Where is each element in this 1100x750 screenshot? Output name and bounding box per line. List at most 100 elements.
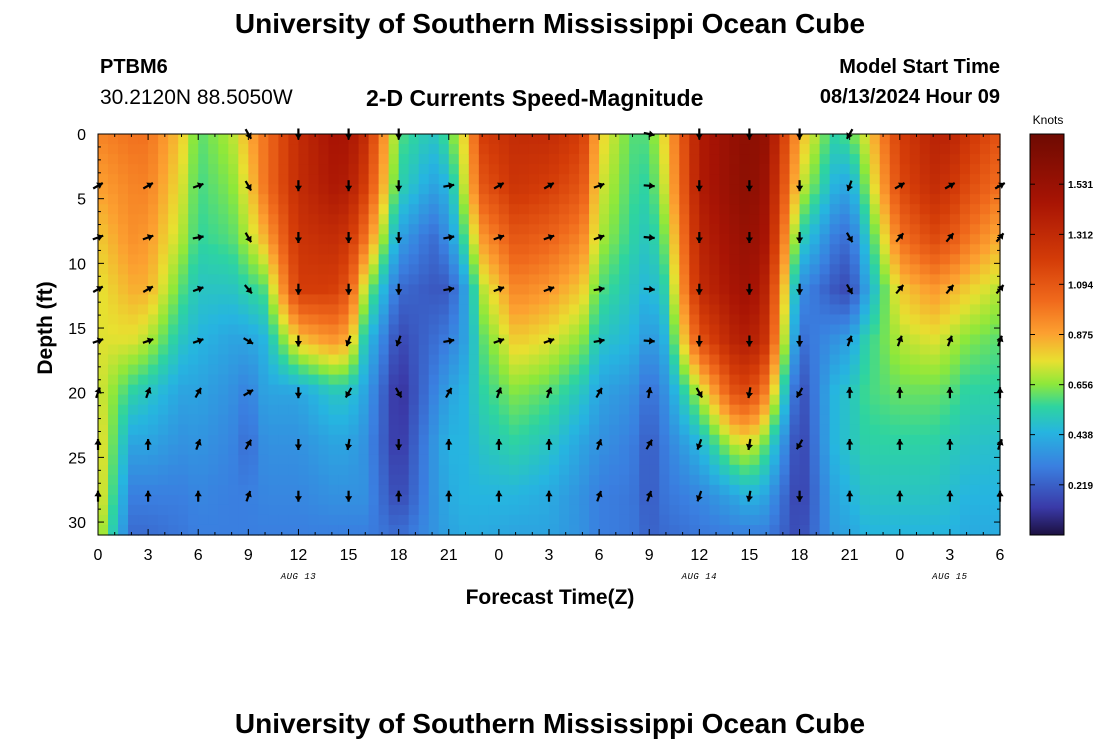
heatmap-cell xyxy=(408,144,420,155)
heatmap-cell xyxy=(448,434,460,446)
heatmap-cell xyxy=(809,494,821,506)
colorbar-tick-label: 0.656 xyxy=(1068,381,1093,392)
heatmap-cell xyxy=(949,304,961,316)
heatmap-cell xyxy=(819,304,831,316)
heatmap-cell xyxy=(599,184,610,195)
heatmap-cell xyxy=(288,284,300,296)
heatmap-cell xyxy=(248,284,259,296)
heatmap-cell xyxy=(559,454,570,466)
heatmap-cell xyxy=(839,364,851,376)
heatmap-cell xyxy=(98,394,109,406)
heatmap-cell xyxy=(158,494,169,506)
heatmap-cell xyxy=(238,164,249,175)
heatmap-cell xyxy=(108,494,119,506)
heatmap-cell xyxy=(779,384,791,396)
heatmap-cell xyxy=(498,354,510,366)
heatmap-cell xyxy=(108,384,119,396)
heatmap-cell xyxy=(579,134,590,145)
heatmap-cell xyxy=(308,384,320,396)
heatmap-cell xyxy=(709,354,720,366)
heatmap-cell xyxy=(278,294,290,306)
heatmap-cell xyxy=(518,214,530,225)
heatmap-cell xyxy=(869,374,881,386)
heatmap-cell xyxy=(569,274,580,285)
heatmap-cell xyxy=(619,504,630,516)
heatmap-cell xyxy=(939,194,951,205)
heatmap-cell xyxy=(438,294,450,306)
heatmap-cell xyxy=(418,194,430,205)
heatmap-cell xyxy=(629,464,640,476)
heatmap-cell xyxy=(729,314,741,326)
heatmap-cell xyxy=(779,204,791,215)
heatmap-cell xyxy=(168,324,179,336)
heatmap-cell xyxy=(128,304,139,316)
heatmap-cell xyxy=(258,424,269,436)
heatmap-cell xyxy=(789,314,801,326)
heatmap-cell xyxy=(559,224,570,235)
heatmap-cell xyxy=(228,174,239,185)
heatmap-cell xyxy=(939,384,951,396)
colorbar-tick-label: 1.531 xyxy=(1068,180,1093,191)
heatmap-cell xyxy=(268,164,279,175)
heatmap-cell xyxy=(198,504,209,516)
heatmap-cell xyxy=(679,284,690,296)
heatmap-cell xyxy=(679,194,690,205)
heatmap-cell xyxy=(378,284,390,296)
heatmap-cell xyxy=(899,524,911,536)
heatmap-cell xyxy=(308,304,320,316)
heatmap-cell xyxy=(498,244,510,255)
heatmap-cell xyxy=(759,224,771,235)
heatmap-cell xyxy=(458,404,470,416)
heatmap-cell xyxy=(268,334,279,346)
heatmap-cell xyxy=(388,324,400,336)
heatmap-cell xyxy=(739,334,751,346)
current-vector xyxy=(495,490,503,502)
heatmap-cell xyxy=(689,494,700,506)
heatmap-cell xyxy=(398,134,410,145)
heatmap-cell xyxy=(348,444,360,456)
heatmap-cell xyxy=(569,264,580,275)
heatmap-cell xyxy=(208,364,219,376)
heatmap-cell xyxy=(549,504,560,516)
heatmap-cell xyxy=(368,174,380,185)
heatmap-cell xyxy=(128,514,139,526)
heatmap-cell xyxy=(929,524,941,536)
heatmap-cell xyxy=(799,524,811,536)
heatmap-cell xyxy=(328,504,340,516)
heatmap-cell xyxy=(589,184,600,195)
heatmap-cell xyxy=(408,384,420,396)
heatmap-cell xyxy=(599,244,610,255)
heatmap-cell xyxy=(629,204,640,215)
heatmap-cell xyxy=(468,494,480,506)
heatmap-cell xyxy=(969,444,981,456)
heatmap-cell xyxy=(669,294,680,306)
heatmap-cell xyxy=(679,444,690,456)
heatmap-cell xyxy=(789,464,801,476)
heatmap-cell xyxy=(579,274,590,285)
heatmap-cell xyxy=(719,264,730,275)
heatmap-cell xyxy=(739,374,751,386)
heatmap-cell xyxy=(889,374,901,386)
heatmap-cell xyxy=(709,394,720,406)
heatmap-cell xyxy=(829,514,841,526)
heatmap-cell xyxy=(288,354,300,366)
heatmap-cell xyxy=(348,144,360,155)
heatmap-cell xyxy=(368,474,380,486)
heatmap-cell xyxy=(418,264,430,275)
heatmap-cell xyxy=(258,274,269,285)
heatmap-cell xyxy=(158,394,169,406)
heatmap-cell xyxy=(528,454,540,466)
heatmap-cell xyxy=(488,434,500,446)
heatmap-cell xyxy=(248,484,259,496)
heatmap-cell xyxy=(789,174,801,185)
heatmap-cell xyxy=(358,494,370,506)
heatmap-cell xyxy=(549,474,560,486)
heatmap-cell xyxy=(428,184,440,195)
heatmap-cell xyxy=(769,454,781,466)
heatmap-cell xyxy=(849,434,861,446)
heatmap-cell xyxy=(769,334,781,346)
heatmap-cell xyxy=(649,234,660,245)
heatmap-cell xyxy=(318,494,330,506)
heatmap-cell xyxy=(849,304,861,316)
heatmap-cell xyxy=(148,474,159,486)
